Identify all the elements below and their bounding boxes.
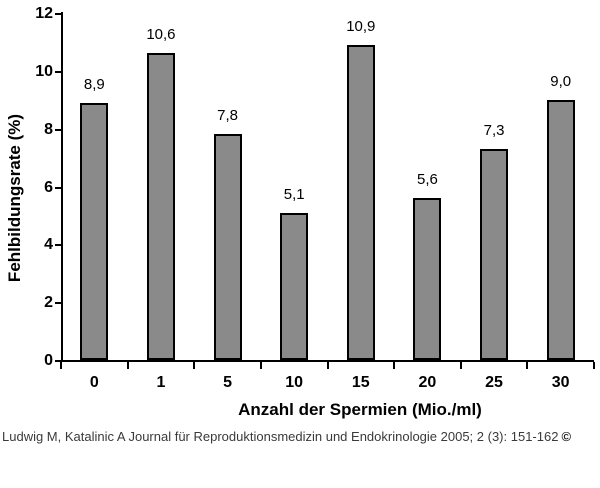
x-tick (193, 362, 196, 369)
y-tick-label: 8 (44, 120, 53, 138)
x-tick (393, 362, 396, 369)
y-tick (55, 13, 62, 15)
bar-value-label: 7,8 (217, 107, 238, 125)
x-tick-label: 30 (551, 374, 570, 391)
y-tick (55, 360, 62, 362)
y-tick-label: 2 (44, 294, 53, 312)
x-tick-label: 10 (285, 374, 304, 391)
bar (413, 198, 442, 360)
bar (146, 53, 175, 360)
x-tick-label: 1 (156, 374, 166, 391)
y-tick (55, 186, 62, 189)
x-tick-label: 25 (485, 374, 503, 391)
y-tick-label: 6 (44, 178, 53, 196)
x-tick-label: 15 (351, 374, 370, 391)
bar-value-label: 9,0 (550, 72, 572, 90)
x-tick (526, 362, 529, 369)
copyright-icon: © (561, 429, 572, 444)
y-tick (55, 70, 62, 73)
bar (80, 102, 109, 360)
caption-text: Ludwig M, Katalinic A Journal für Reprod… (2, 429, 559, 444)
x-axis-title: Anzahl der Spermien (Mio./ml) (238, 400, 482, 419)
y-tick (55, 128, 62, 131)
y-tick-label: 12 (35, 5, 53, 22)
bar (480, 148, 509, 360)
x-tick-label: 0 (89, 374, 99, 391)
x-axis-line (61, 360, 594, 362)
y-tick (55, 302, 62, 305)
x-tick (126, 362, 129, 369)
bar (280, 212, 309, 360)
bar-value-label: 10,6 (146, 26, 176, 44)
bar-value-label: 5,1 (283, 185, 305, 203)
bar-value-label: 7,3 (483, 121, 505, 139)
x-tick (326, 362, 329, 369)
x-tick-label: 5 (223, 374, 233, 391)
y-tick (55, 244, 62, 247)
x-tick (259, 362, 262, 369)
x-tick (60, 362, 62, 369)
y-axis-title: Fehlbildungsrate (%) (5, 113, 24, 283)
y-axis-line (61, 12, 63, 362)
caption: Ludwig M, Katalinic A Journal für Reprod… (2, 429, 598, 444)
y-tick-label: 0 (44, 352, 53, 369)
x-tick-label: 20 (418, 374, 437, 391)
y-tick-label: 10 (35, 62, 53, 80)
x-tick (459, 362, 462, 369)
bar (346, 44, 375, 360)
bar-value-label: 8,9 (83, 75, 105, 93)
bar (213, 134, 242, 360)
y-tick-label: 4 (44, 236, 53, 254)
x-tick (593, 362, 595, 369)
bar-value-label: 5,6 (417, 171, 438, 189)
bar-value-label: 10,9 (346, 17, 376, 35)
bar (546, 99, 575, 360)
